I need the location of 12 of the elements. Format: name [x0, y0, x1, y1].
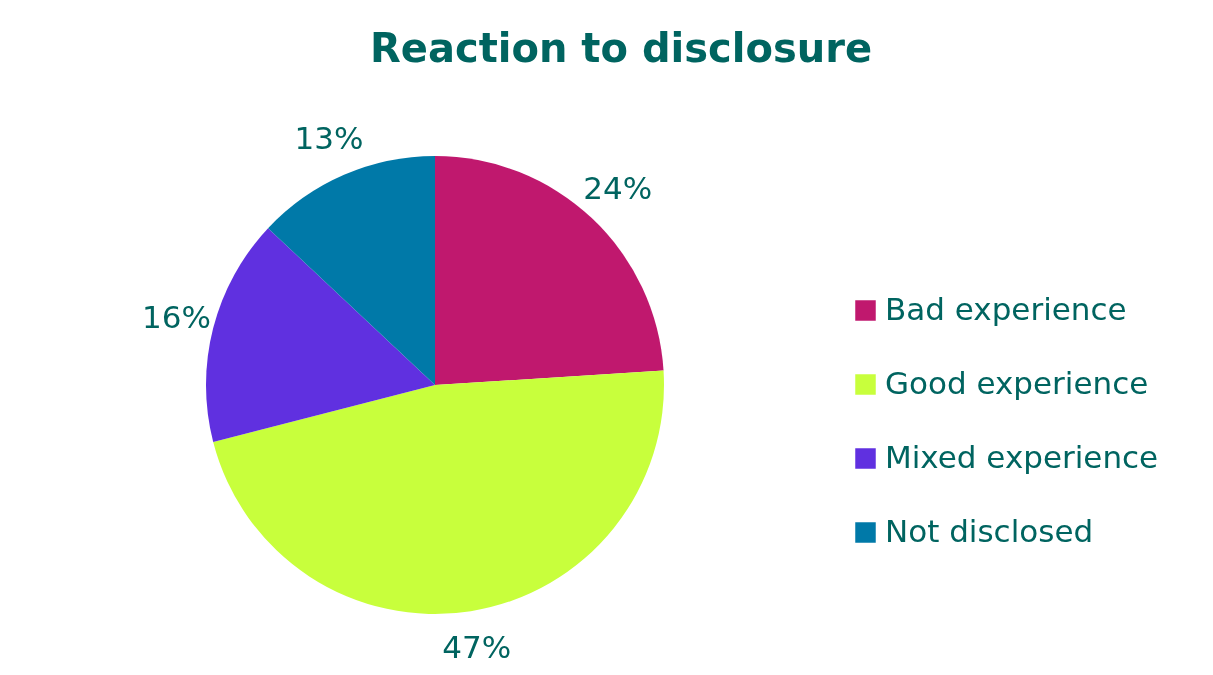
- pie-slice: [213, 370, 664, 614]
- legend-label: Bad experience: [885, 290, 1127, 327]
- legend-label: Mixed experience: [885, 438, 1159, 475]
- pie-slice: [435, 156, 664, 385]
- legend-label: Not disclosed: [885, 512, 1094, 549]
- chart-title: Reaction to disclosure: [370, 25, 873, 71]
- data-label: 24%: [583, 170, 653, 207]
- pie-slice: [268, 156, 435, 385]
- data-label: 47%: [442, 628, 512, 665]
- data-label: 16%: [141, 298, 211, 335]
- data-label: 13%: [294, 119, 364, 156]
- legend-label: Good experience: [885, 364, 1149, 401]
